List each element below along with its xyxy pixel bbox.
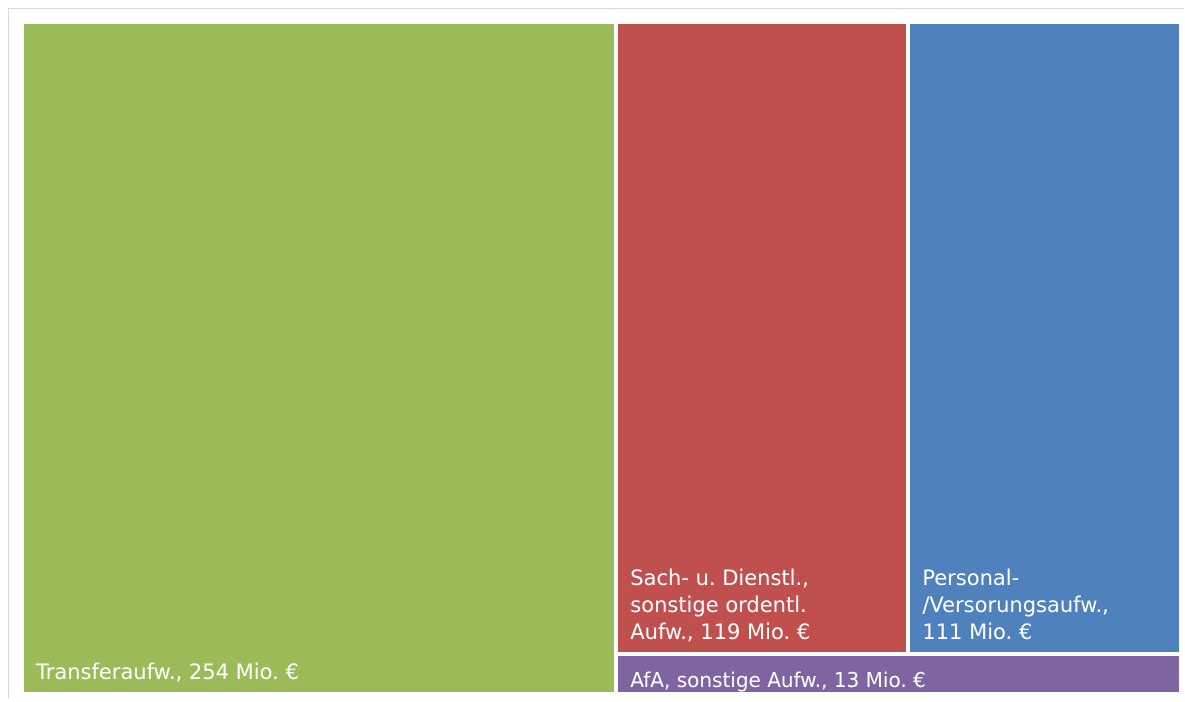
tile-transfer: Transferaufw., 254 Mio. € [24, 24, 615, 692]
tile-afa-sonstige: AfA, sonstige Aufw., 13 Mio. € [618, 656, 1179, 692]
tile-personal-versorgung: Personal- /Versorungsaufw., 111 Mio. € [910, 24, 1179, 653]
tile-personal-versorgung-label: Personal- /Versorungsaufw., 111 Mio. € [922, 566, 1109, 645]
tile-afa-sonstige-label: AfA, sonstige Aufw., 13 Mio. € [630, 667, 926, 692]
tile-transfer-label: Transferaufw., 254 Mio. € [36, 660, 299, 684]
tile-sach-dienstleistungen: Sach- u. Dienstl., sonstige ordentl. Auf… [618, 24, 907, 653]
tile-sach-dienstleistungen-label: Sach- u. Dienstl., sonstige ordentl. Auf… [630, 566, 811, 645]
chart-frame [8, 8, 1184, 698]
